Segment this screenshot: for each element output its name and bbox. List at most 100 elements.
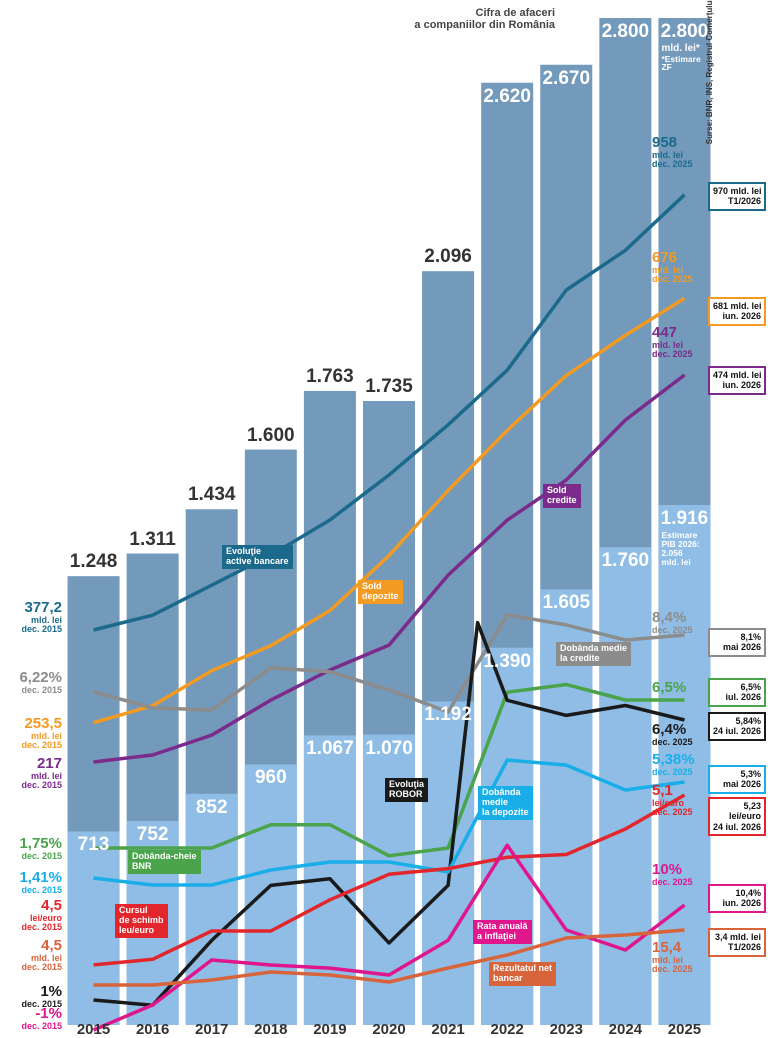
gdp-bar bbox=[422, 701, 475, 1025]
latest-value-line: 3,4 mld. lei bbox=[714, 932, 761, 942]
line-name: Dobânda medie bbox=[560, 643, 628, 653]
gdp-bar bbox=[244, 764, 297, 1025]
latest-value-line: 970 mld. lei bbox=[713, 186, 762, 196]
start-label: 1,41% dec. 2015 bbox=[19, 870, 62, 895]
start-label: 4,5 lei/euro dec. 2015 bbox=[21, 898, 62, 933]
start-label: 6,22% dec. 2015 bbox=[19, 670, 62, 695]
line-name: Dobânda bbox=[482, 787, 521, 797]
end-label-line: mld. lei bbox=[652, 954, 684, 965]
start-label: -1% dec. 2015 bbox=[21, 1006, 62, 1031]
latest-value-line: lei/euro bbox=[728, 811, 761, 822]
bar-value-label: 2.620 bbox=[483, 85, 531, 107]
bar-value-label: 752 bbox=[136, 823, 169, 845]
line bbox=[93, 682, 685, 858]
bar-value-label: 1.390 bbox=[483, 650, 531, 672]
start-label-line: 6,22% bbox=[19, 669, 62, 686]
x-tick-label: 2021 bbox=[431, 1021, 464, 1038]
end-label: 958 mld. lei dec. 2025 bbox=[652, 135, 693, 170]
bar-value-label: 1.605 bbox=[542, 592, 591, 614]
bar-value-label: 2.096 bbox=[424, 246, 472, 268]
start-label-line: 1,75% bbox=[19, 835, 62, 852]
end-label: 15,4 mld. lei dec. 2025 bbox=[652, 940, 693, 975]
bar-value-label: 1.763 bbox=[306, 365, 354, 387]
end-label-line: dec. 2025 bbox=[652, 159, 693, 170]
end-label-line: dec. 2025 bbox=[652, 964, 693, 975]
latest-value-line: iul. 2026 bbox=[725, 692, 761, 703]
line-name: ROBOR bbox=[389, 788, 423, 799]
line-name: medie bbox=[482, 796, 509, 807]
bar-note-line: 2.056 bbox=[661, 547, 683, 558]
bar-value-label: 1.916 bbox=[660, 507, 709, 529]
latest-value-line: T1/2026 bbox=[727, 196, 761, 207]
end-label: 447 mld. lei dec. 2025 bbox=[652, 325, 693, 360]
end-label-line: mld. lei bbox=[652, 149, 684, 160]
latest-value-line: 474 mld. lei bbox=[713, 370, 762, 380]
start-label: 253,5 mld. lei dec. 2015 bbox=[21, 716, 62, 751]
start-label-line: 1% bbox=[40, 983, 62, 1000]
line-name: depozite bbox=[362, 590, 399, 601]
start-label-line: 1,41% bbox=[19, 869, 62, 886]
latest-value-line: 6,5% bbox=[740, 682, 761, 692]
line-name-tag: Sold depozite bbox=[358, 580, 403, 604]
line-name: active bancare bbox=[226, 555, 289, 566]
bar-note-line: Estimare bbox=[661, 529, 698, 540]
line bbox=[93, 193, 686, 632]
gdp-bar bbox=[67, 831, 120, 1025]
line-name-tag: Dobânda-cheie BNR bbox=[128, 850, 201, 874]
line bbox=[93, 928, 685, 987]
bar-value-label: 852 bbox=[195, 796, 228, 818]
x-tick-label: 2024 bbox=[609, 1021, 643, 1038]
line-name: Evoluţia bbox=[389, 779, 425, 789]
line-name: BNR bbox=[132, 860, 152, 871]
bar-note-line: ZF bbox=[661, 62, 672, 73]
start-label: 377,2 mld. lei dec. 2015 bbox=[21, 600, 62, 635]
end-label-line: mld. lei bbox=[652, 339, 684, 350]
bar-note-line: *Estimare bbox=[661, 53, 701, 64]
bar-value-label: 1.311 bbox=[129, 528, 176, 550]
line-name-tag: Sold credite bbox=[543, 484, 581, 508]
start-label-line: lei/euro bbox=[29, 912, 62, 923]
start-label-line: 4,5 bbox=[41, 937, 62, 954]
latest-value-line: mai 2026 bbox=[722, 642, 761, 653]
start-label-line: 253,5 bbox=[24, 715, 62, 732]
start-label-line: dec. 2015 bbox=[21, 684, 62, 695]
start-label-line: 217 bbox=[36, 755, 62, 772]
bar-value-label: 1.600 bbox=[247, 424, 295, 446]
latest-value-line: mai 2026 bbox=[722, 779, 761, 790]
end-label-line: 6,4% bbox=[652, 721, 687, 738]
start-label-line: mld. lei bbox=[30, 770, 62, 781]
end-label: 6,4% dec. 2025 bbox=[652, 722, 693, 747]
line-name: Dobânda-cheie bbox=[132, 851, 197, 861]
bar-value-label: 1.248 bbox=[69, 551, 118, 573]
bar-note: mld. lei* *Estimare ZF bbox=[661, 43, 701, 73]
x-tick-label: 2016 bbox=[136, 1021, 169, 1038]
latest-value-line: 5,84% bbox=[735, 716, 761, 726]
line bbox=[93, 620, 685, 1007]
end-label-line: 676 bbox=[652, 249, 678, 266]
bar-note-line: PIB 2026: bbox=[661, 538, 700, 549]
start-label-line: mld. lei bbox=[30, 614, 62, 625]
bar-value-label: 1.192 bbox=[424, 704, 472, 726]
latest-value-box: 474 mld. lei iun. 2026 bbox=[708, 366, 766, 395]
latest-value-box: 8,1% mai 2026 bbox=[708, 628, 766, 657]
start-label: 217 mld. lei dec. 2015 bbox=[21, 756, 62, 791]
bar-value-label: 960 bbox=[254, 767, 287, 789]
end-label-line: 5,1 bbox=[652, 782, 673, 799]
bar-value-label: 2.670 bbox=[542, 67, 591, 89]
end-label: 10% dec. 2025 bbox=[652, 862, 693, 887]
end-label-line: dec. 2025 bbox=[652, 807, 693, 818]
x-tick-label: 2022 bbox=[490, 1021, 523, 1038]
x-tick-label: 2025 bbox=[668, 1021, 701, 1038]
start-label-line: dec. 2015 bbox=[21, 1020, 62, 1031]
end-label-line: 8,4% bbox=[652, 609, 687, 626]
start-label-line: mld. lei bbox=[30, 952, 62, 963]
latest-value-line: T1/2026 bbox=[727, 942, 761, 953]
bar-note-line: mld. lei* bbox=[661, 43, 700, 54]
line-name-tag: Evoluţia ROBOR bbox=[385, 778, 429, 802]
latest-value-line: iun. 2026 bbox=[722, 898, 761, 909]
latest-value-box: 6,5% iul. 2026 bbox=[708, 678, 766, 707]
latest-value-line: 10,4% bbox=[735, 888, 761, 898]
start-label-line: 377,2 bbox=[24, 599, 62, 616]
title-line: Cifra de afaceri bbox=[475, 7, 555, 19]
latest-value-line: 8,1% bbox=[740, 632, 761, 642]
